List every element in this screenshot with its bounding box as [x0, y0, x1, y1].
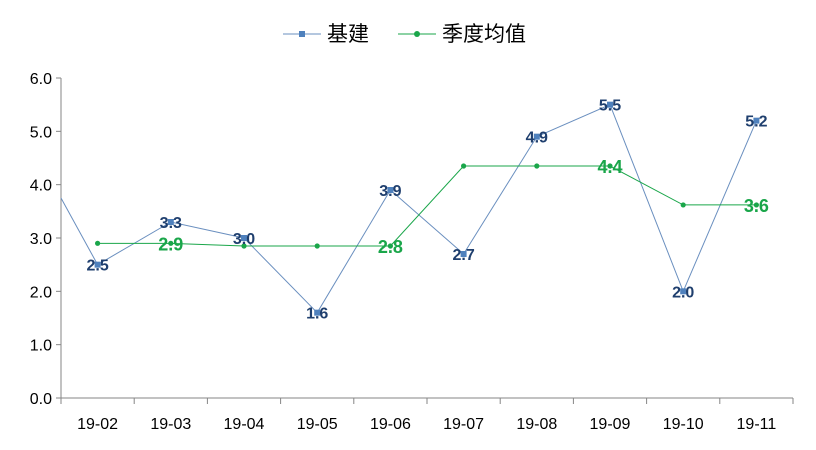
data-point-quarterly-mean [607, 163, 613, 169]
data-point-jijian [753, 117, 760, 124]
y-tick-label: 6.0 [30, 71, 52, 88]
data-point-jijian [167, 219, 174, 225]
data-label-jijian: 3.3 [160, 215, 182, 232]
data-point-jijian [533, 133, 540, 140]
legend-item-series-1: 基建 [283, 22, 369, 46]
data-point-quarterly-mean [168, 240, 174, 246]
y-tick-label: 5.0 [30, 124, 52, 141]
data-point-quarterly-mean [95, 240, 101, 246]
series-line-jijian [60, 104, 757, 314]
data-labels: 2.5 3.3 3.0 1.6 3.9 2.7 4.9 5.5 2.0 5.2 2.9 2.8 4.4 3… [86, 98, 768, 323]
x-tick-label: 19-11 [737, 416, 777, 433]
y-tick-label: 1.0 [30, 338, 52, 355]
data-point-quarterly-mean [680, 202, 686, 208]
series-lines [60, 104, 757, 314]
data-point-jijian [314, 309, 321, 316]
data-point-jijian [94, 261, 101, 268]
data-label-jijian: 3.9 [379, 183, 401, 200]
data-point-jijian [460, 251, 467, 257]
data-point-quarterly-mean [534, 163, 540, 169]
series-line-quarterly-mean [97, 165, 757, 247]
data-point-quarterly-mean [461, 163, 467, 169]
data-label-jijian: 3.0 [233, 231, 255, 248]
legend: 基建 季度均值 [283, 22, 526, 46]
x-tick-label: 19-02 [77, 416, 118, 433]
legend-item-series-2: 季度均值 [398, 22, 526, 46]
data-label-jijian: 2.7 [452, 247, 474, 264]
y-tick-label: 2.0 [30, 284, 52, 301]
data-label-quarterly-mean: 2.9 [158, 234, 183, 254]
x-tick-label: 19-06 [370, 416, 411, 433]
data-label-quarterly-mean: 2.8 [378, 237, 403, 257]
data-point-quarterly-mean [241, 243, 247, 249]
data-label-jijian: 1.6 [306, 306, 328, 323]
data-label-quarterly-mean: 3.6 [744, 196, 769, 216]
x-tick-label: 19-04 [224, 416, 265, 433]
axes: 0.0 1.0 2.0 3.0 4.0 5.0 6.0 19-02 19-03 19-04 19-0… [30, 71, 794, 433]
data-point-quarterly-mean [753, 202, 760, 208]
data-point-quarterly-mean [387, 243, 393, 249]
data-label-jijian: 2.5 [86, 258, 108, 275]
data-label-jijian: 4.9 [526, 130, 548, 147]
y-tick-label: 4.0 [30, 178, 52, 195]
data-point-jijian [241, 235, 247, 241]
data-point-quarterly-mean [314, 243, 320, 249]
x-tick-label: 19-05 [297, 416, 338, 433]
y-tick-label: 3.0 [30, 231, 52, 248]
data-point-jijian [607, 101, 613, 108]
x-tick-label: 19-10 [663, 416, 704, 433]
data-point-jijian [387, 187, 394, 193]
data-label-jijian: 2.0 [672, 284, 694, 301]
x-tick-label: 19-09 [590, 416, 631, 433]
data-label-quarterly-mean: 4.4 [597, 157, 622, 177]
data-label-jijian: 5.5 [599, 98, 621, 115]
x-tick-label: 19-03 [150, 416, 191, 433]
x-tick-label: 19-08 [516, 416, 557, 433]
data-label-jijian: 5.2 [745, 114, 767, 131]
x-tick-label: 19-07 [443, 416, 484, 433]
y-tick-label: 0.0 [30, 391, 52, 408]
markers [94, 101, 760, 316]
data-point-jijian [680, 288, 687, 295]
legend-label-series-2: 季度均值 [442, 22, 526, 46]
legend-label-series-1: 基建 [327, 22, 369, 46]
